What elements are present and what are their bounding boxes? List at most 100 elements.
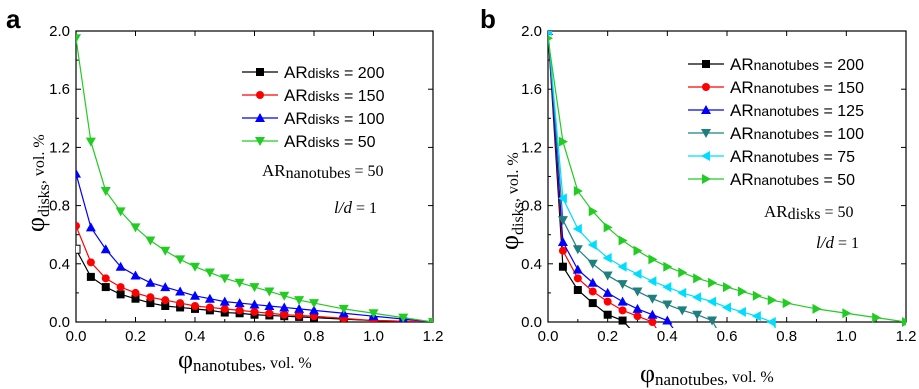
legend-marker	[701, 105, 711, 114]
y-tick-label: 0.0	[521, 314, 542, 331]
data-point	[558, 262, 567, 271]
data-point	[573, 274, 582, 283]
data-point	[219, 274, 230, 284]
x-axis-label-b: φnanotubes, vol. %	[640, 359, 774, 389]
data-point	[190, 262, 200, 272]
legend-marker	[255, 137, 265, 146]
series-layer-a	[76, 34, 433, 322]
data-point	[692, 292, 702, 303]
data-point	[647, 294, 658, 304]
data-point	[234, 298, 245, 308]
legend-marker	[255, 113, 265, 122]
legend-marker	[256, 91, 264, 99]
data-point	[751, 311, 761, 322]
data-point	[161, 301, 170, 310]
y-tick-label: 0.0	[49, 314, 70, 331]
data-point	[573, 285, 582, 294]
data-point	[558, 246, 567, 255]
legend-b: ARnanotubes = 200 ARnanotubes = 150 ARnano…	[688, 55, 864, 189]
data-point	[146, 299, 155, 308]
legend-marker	[701, 151, 710, 161]
legend-a: ARdisks = 200 ARdisks = 150 ARdisks = 100 A…	[242, 63, 385, 151]
data-point	[647, 309, 658, 319]
data-point	[617, 261, 627, 272]
y-tick-label: 1.2	[521, 139, 542, 156]
data-point	[145, 236, 156, 246]
data-point	[767, 295, 777, 306]
chart-panel-b: b 0.0 0.2 0.4 0.6 0.8 1.0 1.2 0.0 0.4 0.8 1.2 1.6 2.…	[480, 4, 916, 389]
data-point	[279, 291, 290, 301]
data-point	[723, 282, 732, 293]
data-point	[618, 235, 628, 246]
data-point	[872, 312, 882, 323]
y-tick-label: 2.0	[49, 23, 70, 40]
data-point	[632, 303, 643, 313]
legend-marker	[702, 60, 710, 68]
x-tick-label: 0.2	[597, 328, 618, 345]
y-tick-label: 1.2	[49, 139, 70, 156]
data-point	[617, 280, 628, 290]
series-layer-b	[548, 31, 906, 328]
data-point	[101, 283, 110, 292]
data-point	[678, 267, 688, 278]
data-point	[693, 273, 703, 284]
y-axis-label-b: φdisks, vol. %	[495, 152, 527, 250]
data-point	[76, 244, 81, 254]
data-point	[249, 283, 260, 293]
data-point	[116, 290, 125, 299]
data-point	[234, 278, 245, 288]
data-point	[737, 286, 747, 297]
data-point	[548, 35, 553, 42]
legend-label: ARnanotubes = 150	[730, 78, 864, 97]
data-point	[338, 304, 349, 314]
x-tick-label: 0.8	[304, 328, 325, 345]
data-point	[116, 283, 125, 292]
data-point	[677, 287, 687, 298]
data-point	[618, 316, 627, 325]
data-point	[588, 206, 598, 217]
data-point	[766, 317, 776, 327]
data-point	[587, 259, 598, 269]
annotation-l-d-b: l/d = 1	[816, 233, 859, 252]
data-point	[76, 221, 80, 230]
x-tick-label: 0.2	[125, 328, 146, 345]
data-point	[131, 294, 140, 303]
data-point	[902, 317, 906, 327]
y-tick-label: 1.6	[521, 81, 542, 98]
data-point	[633, 245, 643, 256]
data-point	[250, 307, 259, 316]
data-point	[662, 282, 672, 293]
y-tick-label: 0.8	[521, 198, 542, 215]
y-axis-label-a: φdisks, vol. %	[21, 134, 53, 232]
data-point	[76, 34, 81, 44]
x-tick-label: 0.4	[185, 328, 206, 345]
legend-label: ARnanotubes = 75	[730, 147, 855, 166]
data-point	[707, 316, 718, 326]
data-point	[295, 311, 304, 320]
series-line-3	[548, 31, 674, 328]
data-point	[558, 136, 568, 147]
data-point	[557, 236, 568, 246]
data-point	[602, 271, 613, 281]
data-point	[264, 287, 275, 297]
data-point	[205, 303, 214, 312]
legend-marker	[701, 129, 711, 138]
data-point	[707, 296, 717, 307]
data-point	[602, 287, 613, 297]
data-point	[175, 255, 186, 265]
data-point	[130, 223, 141, 233]
data-point	[647, 276, 657, 287]
data-point	[146, 293, 155, 302]
data-point	[603, 297, 612, 306]
data-point	[617, 296, 628, 306]
data-point	[280, 310, 289, 319]
legend-label: ARnanotubes = 125	[730, 101, 864, 120]
data-point	[428, 318, 433, 322]
y-tick-label: 0.4	[521, 256, 542, 273]
data-point	[220, 304, 229, 313]
data-point	[572, 223, 582, 234]
data-point	[204, 293, 215, 303]
data-point	[648, 318, 657, 326]
data-point	[603, 310, 612, 319]
data-point	[632, 268, 642, 279]
